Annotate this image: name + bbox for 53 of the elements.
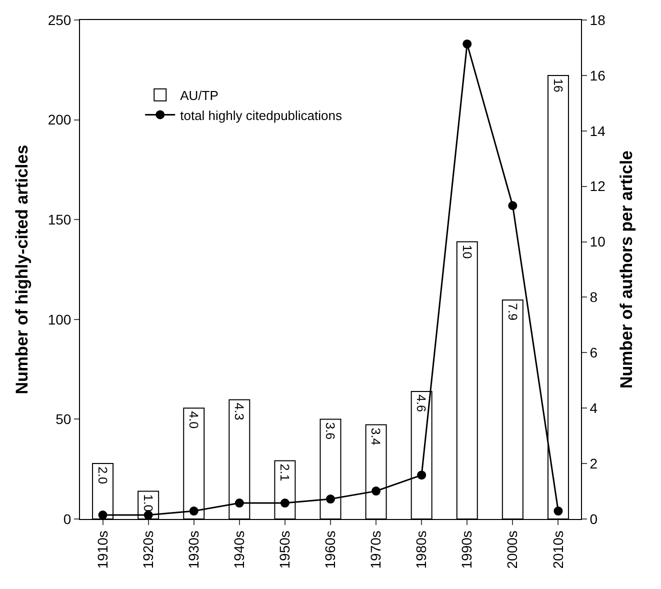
point — [189, 506, 198, 516]
y-tick-label: 200 — [48, 112, 72, 128]
x-tick-label: 1910s — [94, 530, 110, 569]
x-tick-label: 1960s — [322, 530, 338, 569]
data-label: 3.6 — [323, 422, 338, 440]
x-tick-label: 2010s — [550, 530, 566, 569]
y-tick-label: 0 — [63, 510, 72, 527]
x-tick-label: 1920s — [140, 530, 156, 569]
point — [462, 39, 472, 48]
y2-tick-label: 12 — [590, 178, 606, 194]
y2-axis-title: Number of authors per article — [616, 150, 636, 389]
x-tick-label: 1930s — [185, 530, 202, 569]
data-label: 4.3 — [232, 402, 246, 420]
point — [98, 510, 108, 519]
y2-tick-label: 16 — [590, 67, 606, 84]
point — [280, 498, 290, 508]
point — [554, 506, 563, 516]
data-label: 4.0 — [186, 411, 201, 429]
y-tick-label: 100 — [48, 311, 72, 328]
point — [234, 498, 244, 508]
y2-tick-label: 2 — [590, 455, 598, 472]
y2-tick-label: 14 — [590, 122, 606, 139]
y2-tick-label: 4 — [590, 400, 598, 416]
legend-label: total highly citedpublications — [180, 108, 342, 123]
data-label: 2.0 — [95, 466, 110, 484]
data-label: 4.6 — [414, 394, 428, 412]
point — [417, 470, 426, 480]
x-tick-label: 2000s — [504, 530, 520, 569]
data-label: 16 — [550, 78, 565, 92]
point — [144, 510, 153, 519]
data-label: 10 — [460, 244, 474, 259]
y-axis-title: Number of highly-cited articles — [12, 144, 32, 394]
data-label: 3.4 — [368, 428, 383, 446]
y2-tick-label: 0 — [590, 510, 598, 527]
y2-tick-label: 8 — [590, 289, 598, 306]
point — [372, 486, 381, 496]
y-tick-label: 50 — [56, 411, 72, 428]
x-tick-label: 1980s — [413, 530, 430, 569]
y-tick-label: 250 — [48, 12, 72, 28]
point — [326, 494, 335, 504]
y2-tick-label: 6 — [590, 344, 598, 361]
point — [508, 201, 518, 210]
x-tick-label: 1940s — [230, 530, 247, 569]
data-label: 1.0 — [140, 494, 155, 512]
data-label: 2.1 — [278, 464, 292, 482]
y2-tick-label: 18 — [590, 12, 606, 28]
x-tick-label: 1970s — [368, 530, 384, 569]
legend-label: AU/TP — [180, 88, 218, 103]
y-tick-label: 150 — [48, 212, 72, 228]
x-tick-label: 1990s — [458, 530, 475, 569]
x-tick-label: 1950s — [276, 530, 292, 569]
data-label: 7.9 — [505, 303, 520, 320]
y2-tick-label: 10 — [590, 234, 606, 250]
